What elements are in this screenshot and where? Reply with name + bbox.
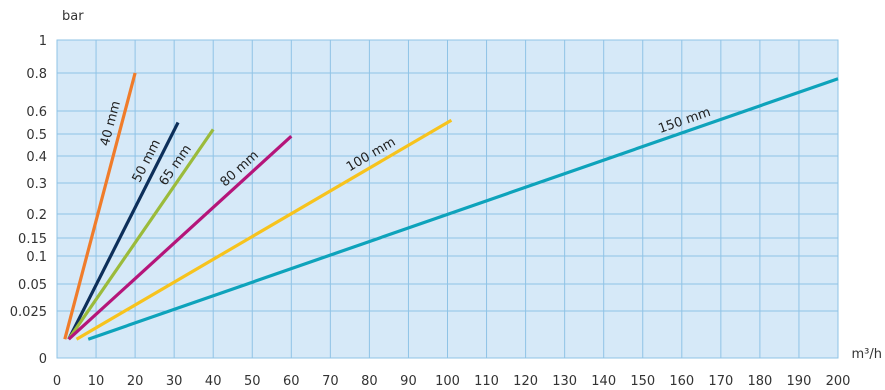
x-tick-label: 100 xyxy=(435,374,460,389)
y-tick-label: 0.05 xyxy=(18,278,47,293)
x-tick-label: 110 xyxy=(474,374,499,389)
x-tick-label: 160 xyxy=(669,374,694,389)
x-tick-label: 50 xyxy=(244,374,261,389)
x-tick-label: 120 xyxy=(513,374,538,389)
series-line xyxy=(67,128,215,341)
grid-lines xyxy=(57,40,838,358)
x-axis-ticks: 0 10 20 30 40 50 60 70 80 90 100 110 120 130 140 150 160… xyxy=(53,374,851,389)
x-tick-label: 200 xyxy=(826,374,851,389)
y-tick-label: 0 xyxy=(39,352,47,367)
x-tick-label: 10 xyxy=(88,374,105,389)
x-tick-label: 150 xyxy=(630,374,655,389)
x-tick-label: 80 xyxy=(361,374,378,389)
y-tick-label: 0.3 xyxy=(26,177,47,192)
series-line xyxy=(67,121,180,340)
y-tick-label: 0.6 xyxy=(26,105,47,120)
series-line xyxy=(63,72,137,340)
x-tick-label: 170 xyxy=(708,374,733,389)
x-tick-label: 30 xyxy=(166,374,183,389)
y-tick-label: 0.15 xyxy=(18,232,47,247)
x-axis-title: m³/h xyxy=(852,347,883,362)
y-tick-label: 0.4 xyxy=(26,150,47,165)
y-tick-label: 0.5 xyxy=(26,128,47,143)
x-tick-label: 0 xyxy=(53,374,61,389)
x-tick-label: 70 xyxy=(322,374,339,389)
x-tick-label: 40 xyxy=(205,374,222,389)
x-tick-label: 180 xyxy=(747,374,772,389)
x-tick-label: 60 xyxy=(283,374,300,389)
y-tick-label: 0.025 xyxy=(10,305,47,320)
y-tick-label: 0.1 xyxy=(26,250,47,265)
y-axis-ticks: 0 0.025 0.05 0.1 0.15 0.2 0.3 0.4 0.5 0.6 0.8 1 xyxy=(10,34,47,367)
y-tick-label: 0.8 xyxy=(26,67,47,82)
series-line xyxy=(67,135,293,341)
x-tick-label: 90 xyxy=(400,374,417,389)
x-tick-label: 190 xyxy=(787,374,812,389)
x-tick-label: 140 xyxy=(591,374,616,389)
series-line xyxy=(75,118,453,341)
y-tick-label: 1 xyxy=(39,34,47,49)
x-tick-label: 20 xyxy=(127,374,144,389)
series-line xyxy=(87,77,839,341)
x-tick-label: 130 xyxy=(552,374,577,389)
y-tick-label: 0.2 xyxy=(26,208,47,223)
y-axis-title: bar xyxy=(62,9,84,24)
